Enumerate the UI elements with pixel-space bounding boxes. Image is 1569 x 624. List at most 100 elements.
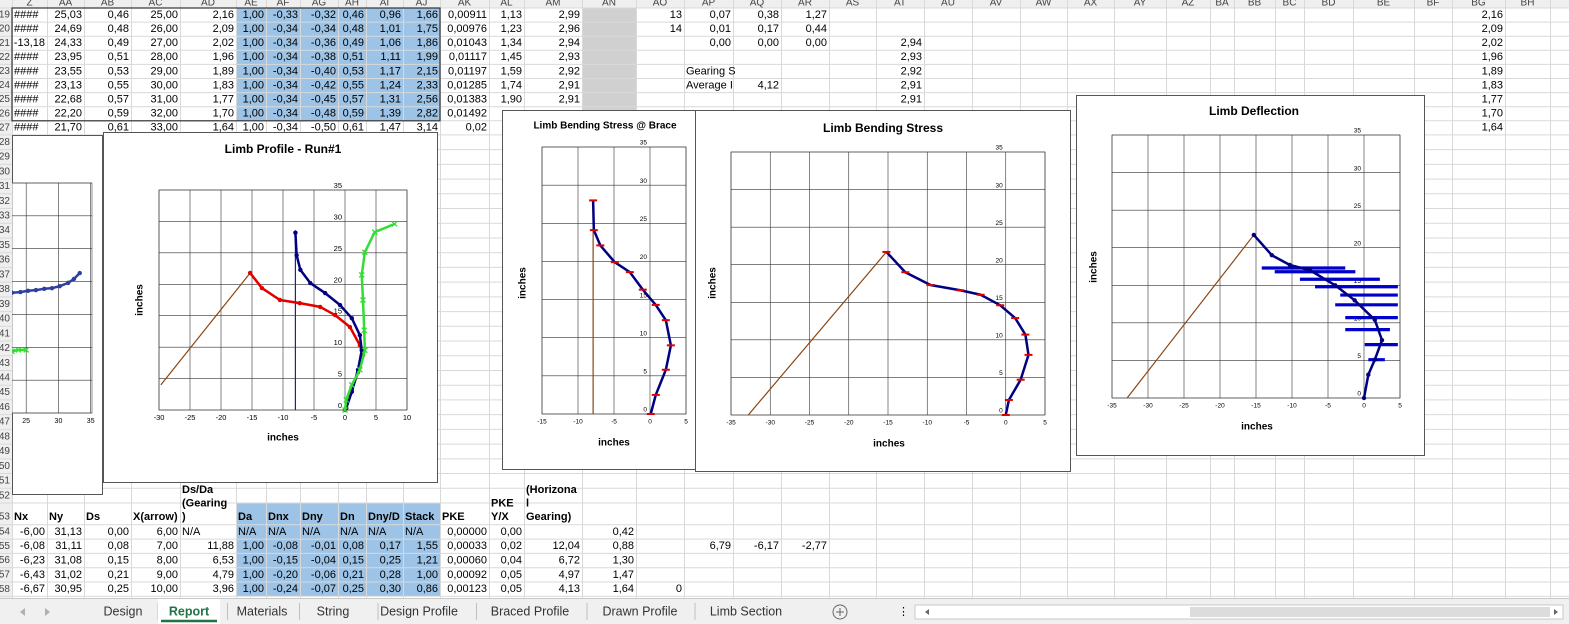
chart-title: Limb Profile - Run#1 [225, 142, 342, 156]
cell-text: 1,83 [1482, 79, 1503, 91]
point [360, 297, 366, 303]
row-number: 41 [0, 328, 10, 339]
column-header: BA [1215, 0, 1229, 9]
cell-text: -0,32 [311, 9, 336, 21]
row-number: 48 [0, 431, 10, 442]
cell-text: 3,96 [213, 583, 234, 595]
sheet-tab[interactable]: Drawn Profile [602, 604, 677, 618]
cell-text: 1,47 [380, 122, 401, 134]
column-heading: (Gearing [182, 497, 227, 509]
x-tick-label: 5 [374, 413, 378, 422]
row-number: 54 [0, 527, 10, 538]
point [33, 287, 39, 293]
y-tick-label: 35 [996, 145, 1004, 152]
row-number: 47 [0, 417, 10, 428]
sheet-tab[interactable]: Design [104, 604, 143, 618]
x-tick-label: -5 [311, 413, 318, 422]
x-axis-label: inches [598, 438, 630, 449]
cell-text: 0,86 [417, 583, 438, 595]
cell-text: 1,00 [243, 540, 264, 552]
sheet-tab[interactable]: Limb Section [710, 604, 782, 618]
scrollbar-thumb[interactable] [1190, 607, 1550, 617]
column-header: Z [26, 0, 32, 9]
x-tick-label: -15 [537, 419, 547, 426]
x-tick-label: 25 [22, 418, 30, 425]
point [337, 302, 343, 308]
column-header: AE [244, 0, 258, 9]
series-line [591, 200, 673, 415]
cell-text: 0,25 [380, 555, 401, 567]
y-axis-label: inches [1089, 251, 1100, 283]
series-line [12, 272, 81, 294]
row-number: 23 [0, 66, 10, 77]
cell-text: -0,45 [311, 94, 336, 106]
column-heading: (Horizona [526, 484, 578, 496]
x-tick-label: -25 [185, 413, 196, 422]
cell-text: -0,48 [311, 108, 336, 120]
point [42, 286, 47, 291]
point [343, 396, 350, 403]
sheet-tab[interactable]: Report [169, 604, 210, 618]
sheet-tab[interactable]: Braced Profile [491, 604, 570, 618]
cell-text: 1,77 [1482, 94, 1503, 106]
scroll-right[interactable] [45, 608, 50, 616]
y-tick-label: 20 [334, 275, 342, 284]
row-number: 51 [0, 476, 10, 487]
cell-text: -0,07 [311, 583, 336, 595]
point [18, 289, 23, 295]
cell-text: 13 [670, 9, 682, 21]
scrollbar-right-arrow[interactable] [1554, 609, 1558, 615]
column-header-bar [0, 0, 1569, 8]
cell-text: -0,24 [273, 583, 298, 595]
column-header: BF [1427, 0, 1440, 9]
cell-text: 0,01197 [448, 65, 487, 77]
point [1372, 317, 1378, 323]
scroll-left[interactable] [20, 608, 25, 616]
x-tick-label: 35 [87, 418, 95, 425]
cell-text: 25,03 [54, 9, 82, 21]
point [12, 290, 15, 295]
cell-text: 1,66 [417, 9, 438, 21]
cell-text: 6,53 [213, 555, 234, 567]
sheet-tab[interactable]: String [317, 604, 350, 618]
range-border [11, 7, 441, 122]
cell-text: 30,95 [54, 583, 82, 595]
chart-title: Limb Bending Stress [823, 121, 943, 135]
column-header: AD [201, 0, 215, 9]
x-tick-label: -5 [964, 420, 970, 427]
cell-text: 31,02 [54, 569, 82, 581]
cell-text: 1,70 [1482, 108, 1503, 120]
y-axis-label: inches [135, 284, 146, 316]
cell-text: 2,09 [213, 23, 234, 35]
cell-text: 0,08 [343, 540, 364, 552]
cell-text: 0,07 [710, 9, 731, 21]
point [65, 280, 71, 286]
cell-text: 1,00 [243, 65, 264, 77]
row-number: 27 [0, 122, 10, 133]
cell-text: 4,13 [559, 583, 580, 595]
cell-text: 0,28 [380, 569, 401, 581]
y-tick-label: 30 [640, 178, 648, 185]
column-header: AV [990, 0, 1003, 9]
tab-splitter[interactable]: ⋮ [898, 606, 909, 618]
cell-text: 23,95 [54, 51, 82, 63]
sheet-tab[interactable]: Materials [237, 604, 288, 618]
point [361, 327, 368, 334]
cell-text: 1,31 [380, 94, 401, 106]
y-tick-label: 5 [999, 370, 1003, 377]
column-heading: Dny [302, 511, 324, 523]
y-tick-label: 35 [1354, 128, 1362, 135]
row-number: 21 [0, 38, 10, 49]
x-tick-label: -15 [247, 413, 258, 422]
cell-text: 0,08 [108, 540, 129, 552]
scrollbar-left-arrow[interactable] [925, 609, 929, 615]
cell-text: 28,00 [150, 51, 178, 63]
cell-text: 25,00 [150, 9, 178, 21]
add-sheet[interactable] [832, 604, 848, 620]
point [322, 290, 328, 296]
cell-text: 31,13 [54, 526, 82, 538]
scrollbar-track [935, 607, 1190, 617]
cell-text: 0,00 [501, 526, 522, 538]
column-heading: Ny [49, 511, 64, 523]
sheet-tab[interactable]: Design Profile [380, 604, 458, 618]
